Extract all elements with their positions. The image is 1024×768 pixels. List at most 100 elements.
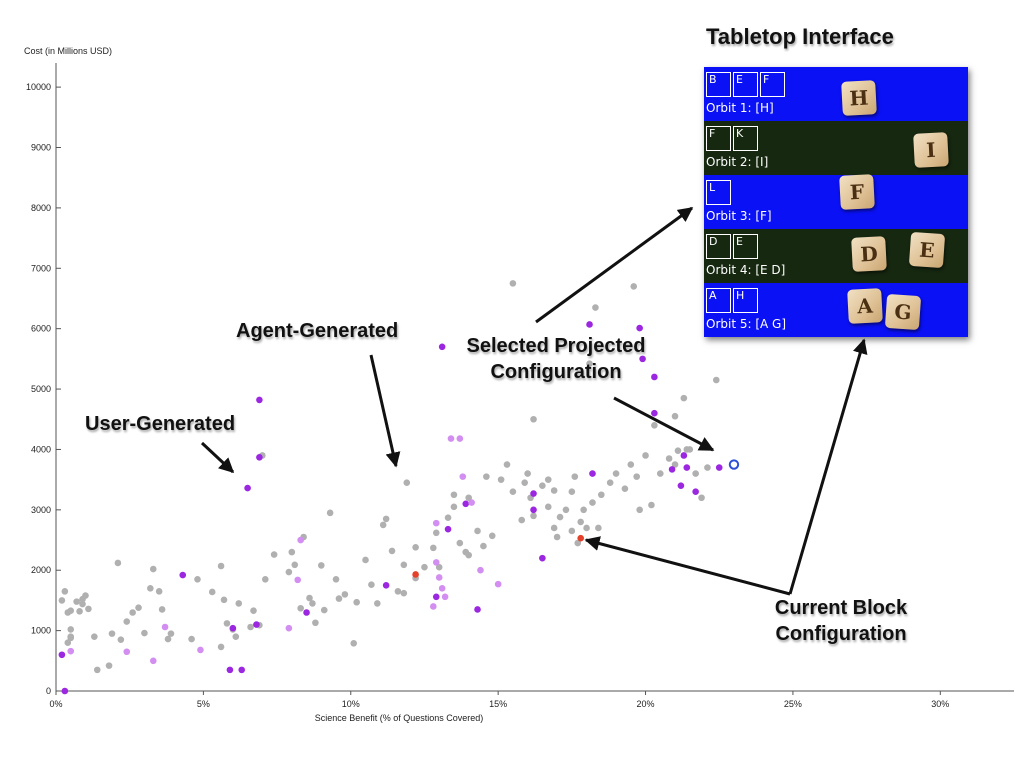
- user-point[interactable]: [256, 396, 263, 404]
- user_light-point[interactable]: [285, 624, 293, 632]
- user_light-point[interactable]: [149, 657, 157, 665]
- agent-point[interactable]: [58, 597, 66, 604]
- agent-point[interactable]: [306, 594, 313, 602]
- agent-point[interactable]: [412, 543, 419, 551]
- user_light-point[interactable]: [297, 536, 304, 544]
- current-point[interactable]: [577, 534, 584, 542]
- agent-point[interactable]: [692, 470, 699, 477]
- user_light-point[interactable]: [459, 473, 467, 480]
- agent-point[interactable]: [503, 461, 511, 468]
- agent-point[interactable]: [497, 476, 505, 483]
- agent-point[interactable]: [155, 588, 163, 595]
- agent-point[interactable]: [117, 636, 125, 643]
- agent-point[interactable]: [450, 491, 458, 499]
- agent-point[interactable]: [583, 524, 590, 532]
- agent-point[interactable]: [432, 529, 440, 537]
- agent-point[interactable]: [530, 512, 537, 520]
- agent-point[interactable]: [67, 634, 75, 642]
- agent-point[interactable]: [544, 476, 552, 483]
- agent-point[interactable]: [232, 633, 240, 640]
- user_light-point[interactable]: [438, 585, 446, 592]
- agent-point[interactable]: [521, 479, 528, 486]
- agent-point[interactable]: [553, 533, 561, 541]
- user-point[interactable]: [179, 571, 187, 579]
- user-point[interactable]: [244, 484, 251, 492]
- agent-point[interactable]: [61, 588, 69, 595]
- agent-point[interactable]: [335, 595, 343, 602]
- agent-point[interactable]: [368, 581, 375, 589]
- user-point[interactable]: [683, 464, 691, 471]
- agent-point[interactable]: [223, 620, 231, 627]
- letter-tile[interactable]: G: [884, 293, 922, 331]
- agent-point[interactable]: [680, 394, 688, 402]
- user-point[interactable]: [680, 452, 688, 459]
- user-point[interactable]: [256, 453, 263, 461]
- agent-point[interactable]: [577, 518, 584, 526]
- user-point[interactable]: [462, 500, 470, 508]
- user-point[interactable]: [229, 624, 237, 632]
- agent-point[interactable]: [665, 455, 673, 462]
- agent-point[interactable]: [288, 548, 296, 556]
- letter-tile[interactable]: E: [908, 231, 946, 269]
- agent-point[interactable]: [450, 503, 458, 511]
- block-box[interactable]: F: [760, 72, 785, 97]
- agent-point[interactable]: [712, 376, 720, 384]
- agent-point[interactable]: [261, 575, 269, 583]
- agent-point[interactable]: [568, 488, 576, 496]
- agent-point[interactable]: [592, 304, 599, 311]
- user-point[interactable]: [238, 666, 246, 674]
- user-point[interactable]: [530, 506, 537, 514]
- agent-point[interactable]: [518, 516, 526, 524]
- agent-point[interactable]: [270, 551, 278, 558]
- agent-point[interactable]: [79, 600, 86, 608]
- user-point[interactable]: [539, 554, 546, 562]
- user-point[interactable]: [677, 482, 685, 489]
- user-point[interactable]: [474, 606, 481, 613]
- agent-point[interactable]: [64, 639, 72, 646]
- user-point[interactable]: [444, 525, 452, 533]
- user_light-point[interactable]: [294, 576, 302, 584]
- agent-point[interactable]: [220, 596, 228, 604]
- agent-point[interactable]: [421, 563, 428, 571]
- block-box[interactable]: E: [733, 234, 758, 259]
- agent-point[interactable]: [671, 461, 679, 468]
- block-box[interactable]: B: [706, 72, 731, 97]
- agent-point[interactable]: [550, 524, 558, 532]
- agent-point[interactable]: [164, 635, 172, 643]
- block-box[interactable]: A: [706, 288, 731, 313]
- agent-point[interactable]: [544, 503, 552, 511]
- user-point[interactable]: [692, 488, 699, 496]
- agent-point[interactable]: [444, 514, 452, 521]
- agent-point[interactable]: [456, 539, 464, 547]
- user-point[interactable]: [639, 355, 646, 363]
- agent-point[interactable]: [671, 412, 679, 420]
- letter-tile[interactable]: A: [847, 288, 883, 324]
- user_light-point[interactable]: [430, 603, 437, 610]
- user-point[interactable]: [530, 490, 537, 497]
- agent-point[interactable]: [105, 662, 113, 669]
- user-point[interactable]: [303, 609, 310, 616]
- agent-point[interactable]: [91, 633, 98, 640]
- agent-point[interactable]: [362, 556, 369, 564]
- agent-point[interactable]: [598, 491, 605, 499]
- user_light-point[interactable]: [197, 646, 204, 654]
- user-point[interactable]: [651, 409, 658, 417]
- agent-point[interactable]: [250, 607, 257, 614]
- agent-point[interactable]: [123, 618, 131, 625]
- user-point[interactable]: [61, 687, 69, 695]
- agent-point[interactable]: [129, 609, 136, 616]
- agent-point[interactable]: [400, 589, 408, 597]
- agent-point[interactable]: [235, 600, 243, 607]
- user-point[interactable]: [58, 651, 66, 659]
- agent-point[interactable]: [580, 506, 587, 514]
- user-point[interactable]: [382, 582, 390, 589]
- agent-point[interactable]: [633, 473, 640, 480]
- agent-point[interactable]: [509, 280, 517, 287]
- agent-point[interactable]: [93, 666, 101, 674]
- user_light-point[interactable]: [432, 559, 440, 566]
- agent-point[interactable]: [539, 482, 546, 489]
- user_light-point[interactable]: [435, 574, 443, 581]
- agent-point[interactable]: [465, 551, 472, 559]
- block-box[interactable]: H: [733, 288, 758, 313]
- user-point[interactable]: [636, 324, 643, 332]
